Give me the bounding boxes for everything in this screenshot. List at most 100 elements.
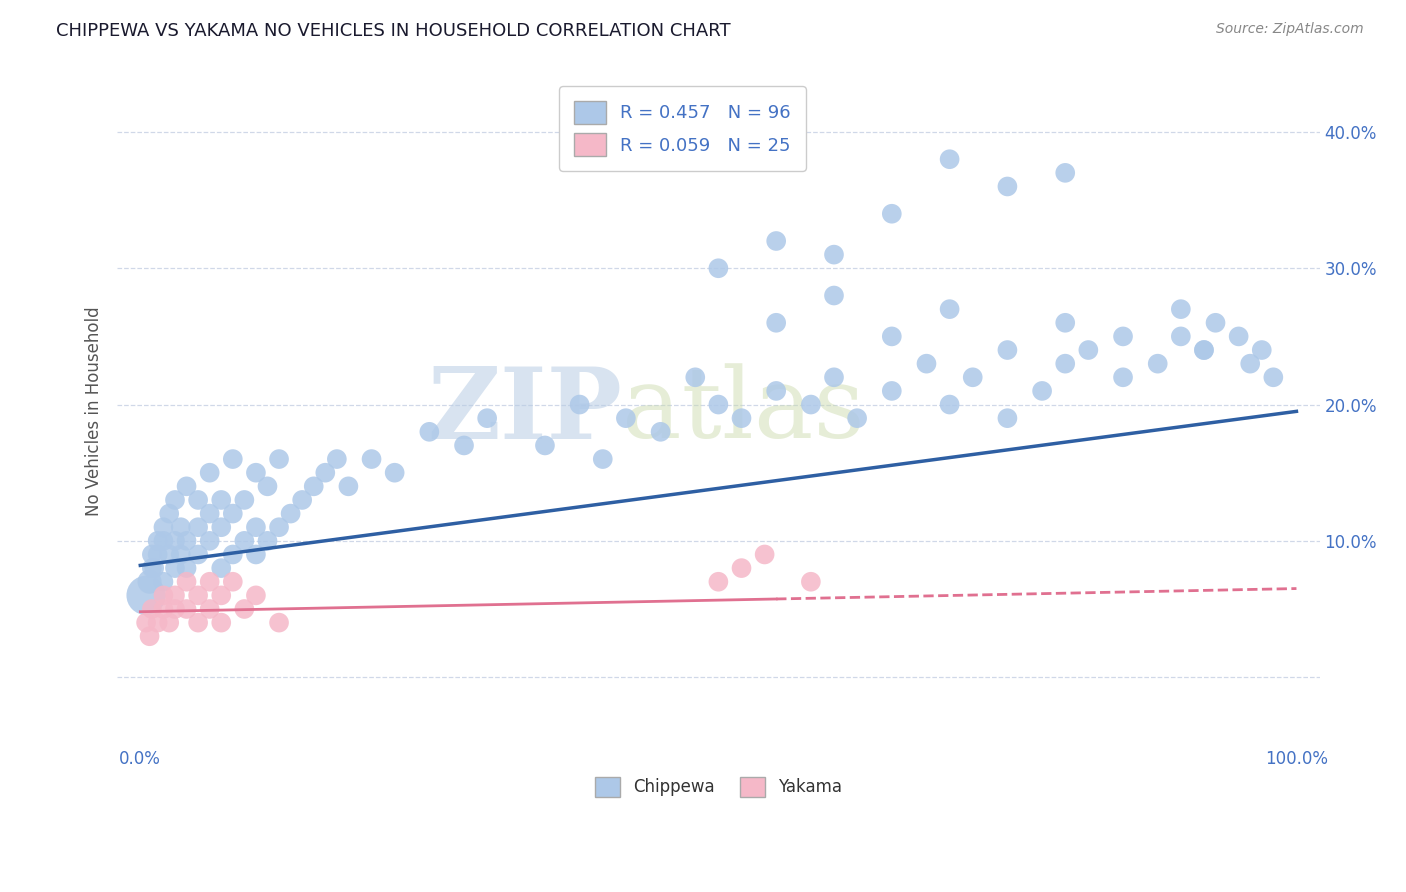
Point	[938, 302, 960, 317]
Point	[222, 548, 245, 562]
Point	[997, 411, 1019, 425]
Point	[157, 615, 180, 630]
Point	[146, 533, 169, 548]
Point	[453, 438, 475, 452]
Point	[176, 561, 198, 575]
Point	[1192, 343, 1215, 357]
Point	[170, 548, 193, 562]
Text: ZIP: ZIP	[427, 363, 623, 460]
Point	[222, 452, 245, 467]
Point	[1250, 343, 1272, 357]
Point	[1112, 329, 1135, 343]
Point	[209, 615, 232, 630]
Point	[176, 574, 198, 589]
Point	[209, 492, 232, 507]
Point	[765, 316, 787, 330]
Point	[754, 548, 776, 562]
Point	[198, 507, 221, 521]
Point	[314, 466, 336, 480]
Point	[614, 411, 637, 425]
Point	[176, 479, 198, 493]
Point	[163, 561, 186, 575]
Point	[1077, 343, 1099, 357]
Point	[245, 520, 267, 534]
Point	[1227, 329, 1250, 343]
Point	[683, 370, 706, 384]
Point	[592, 452, 614, 467]
Point	[475, 411, 498, 425]
Point	[938, 398, 960, 412]
Point	[157, 507, 180, 521]
Point	[280, 507, 302, 521]
Point	[141, 561, 163, 575]
Point	[245, 588, 267, 602]
Point	[170, 520, 193, 534]
Point	[152, 602, 174, 616]
Point	[1170, 302, 1192, 317]
Point	[187, 615, 209, 630]
Text: atlas: atlas	[623, 363, 865, 459]
Point	[650, 425, 672, 439]
Point	[233, 533, 256, 548]
Point	[267, 520, 290, 534]
Point	[146, 615, 169, 630]
Point	[143, 561, 166, 575]
Point	[291, 492, 314, 507]
Y-axis label: No Vehicles in Household: No Vehicles in Household	[86, 307, 103, 516]
Point	[823, 370, 845, 384]
Point	[302, 479, 325, 493]
Point	[187, 520, 209, 534]
Point	[233, 492, 256, 507]
Point	[135, 615, 157, 630]
Point	[915, 357, 938, 371]
Point	[163, 492, 186, 507]
Point	[141, 602, 163, 616]
Point	[880, 207, 903, 221]
Point	[360, 452, 382, 467]
Point	[233, 602, 256, 616]
Point	[823, 247, 845, 261]
Point	[765, 384, 787, 398]
Point	[1054, 166, 1077, 180]
Point	[256, 533, 278, 548]
Point	[152, 533, 174, 548]
Point	[1031, 384, 1053, 398]
Point	[152, 588, 174, 602]
Point	[337, 479, 360, 493]
Point	[209, 561, 232, 575]
Point	[187, 548, 209, 562]
Point	[222, 507, 245, 521]
Point	[568, 398, 591, 412]
Point	[152, 574, 174, 589]
Point	[138, 629, 160, 643]
Point	[198, 466, 221, 480]
Point	[209, 520, 232, 534]
Point	[800, 574, 823, 589]
Point	[138, 574, 160, 589]
Text: Source: ZipAtlas.com: Source: ZipAtlas.com	[1216, 22, 1364, 37]
Point	[730, 411, 752, 425]
Point	[1205, 316, 1227, 330]
Point	[707, 574, 730, 589]
Point	[1054, 316, 1077, 330]
Point	[245, 548, 267, 562]
Point	[198, 533, 221, 548]
Text: CHIPPEWA VS YAKAMA NO VEHICLES IN HOUSEHOLD CORRELATION CHART: CHIPPEWA VS YAKAMA NO VEHICLES IN HOUSEH…	[56, 22, 731, 40]
Point	[997, 343, 1019, 357]
Point	[384, 466, 406, 480]
Point	[326, 452, 349, 467]
Point	[1239, 357, 1261, 371]
Point	[707, 261, 730, 276]
Point	[1263, 370, 1285, 384]
Point	[176, 533, 198, 548]
Point	[198, 574, 221, 589]
Point	[765, 234, 787, 248]
Point	[245, 466, 267, 480]
Point	[267, 615, 290, 630]
Point	[938, 152, 960, 166]
Point	[141, 548, 163, 562]
Point	[187, 492, 209, 507]
Point	[534, 438, 557, 452]
Point	[846, 411, 869, 425]
Point	[163, 533, 186, 548]
